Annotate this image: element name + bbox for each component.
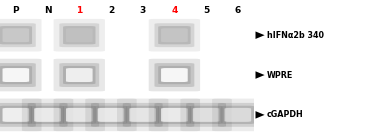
FancyBboxPatch shape <box>0 23 36 47</box>
FancyBboxPatch shape <box>66 68 93 82</box>
FancyBboxPatch shape <box>161 108 188 122</box>
Text: 4: 4 <box>171 6 178 15</box>
FancyBboxPatch shape <box>149 59 200 91</box>
FancyBboxPatch shape <box>180 99 232 131</box>
FancyBboxPatch shape <box>127 106 159 124</box>
FancyBboxPatch shape <box>63 106 96 124</box>
FancyBboxPatch shape <box>0 66 32 84</box>
FancyBboxPatch shape <box>212 99 264 131</box>
Text: WPRE: WPRE <box>267 70 293 80</box>
Text: 2: 2 <box>108 6 114 15</box>
FancyBboxPatch shape <box>0 59 42 91</box>
Text: hIFNα2b 340: hIFNα2b 340 <box>267 31 324 40</box>
Text: 3: 3 <box>139 6 146 15</box>
FancyBboxPatch shape <box>0 99 42 131</box>
FancyBboxPatch shape <box>154 23 194 47</box>
Text: 1: 1 <box>76 6 82 15</box>
Text: 5: 5 <box>203 6 209 15</box>
FancyBboxPatch shape <box>0 19 42 51</box>
FancyBboxPatch shape <box>117 99 168 131</box>
FancyBboxPatch shape <box>91 103 131 127</box>
FancyBboxPatch shape <box>158 106 191 124</box>
Text: P: P <box>12 6 19 15</box>
FancyBboxPatch shape <box>222 106 254 124</box>
FancyBboxPatch shape <box>85 99 137 131</box>
FancyBboxPatch shape <box>154 63 194 87</box>
FancyBboxPatch shape <box>190 106 222 124</box>
FancyBboxPatch shape <box>0 26 32 44</box>
FancyBboxPatch shape <box>0 63 36 87</box>
FancyBboxPatch shape <box>218 103 258 127</box>
FancyBboxPatch shape <box>31 106 64 124</box>
FancyBboxPatch shape <box>123 103 162 127</box>
FancyBboxPatch shape <box>54 59 105 91</box>
FancyBboxPatch shape <box>22 99 73 131</box>
FancyBboxPatch shape <box>59 103 99 127</box>
FancyBboxPatch shape <box>193 108 219 122</box>
FancyBboxPatch shape <box>0 106 32 124</box>
FancyBboxPatch shape <box>63 66 96 84</box>
FancyBboxPatch shape <box>54 99 105 131</box>
FancyBboxPatch shape <box>129 108 156 122</box>
FancyBboxPatch shape <box>95 106 127 124</box>
FancyBboxPatch shape <box>66 108 93 122</box>
FancyBboxPatch shape <box>158 26 191 44</box>
FancyBboxPatch shape <box>154 103 194 127</box>
FancyBboxPatch shape <box>0 103 36 127</box>
FancyBboxPatch shape <box>186 103 226 127</box>
FancyBboxPatch shape <box>3 108 29 122</box>
FancyBboxPatch shape <box>63 26 96 44</box>
FancyBboxPatch shape <box>3 28 29 42</box>
FancyBboxPatch shape <box>158 66 191 84</box>
FancyBboxPatch shape <box>3 68 29 82</box>
FancyBboxPatch shape <box>66 28 93 42</box>
FancyBboxPatch shape <box>98 108 124 122</box>
Text: cGAPDH: cGAPDH <box>267 110 304 119</box>
FancyBboxPatch shape <box>54 19 105 51</box>
FancyBboxPatch shape <box>149 99 200 131</box>
Text: N: N <box>44 6 51 15</box>
FancyBboxPatch shape <box>224 108 251 122</box>
FancyBboxPatch shape <box>161 68 188 82</box>
FancyBboxPatch shape <box>59 23 99 47</box>
FancyBboxPatch shape <box>149 19 200 51</box>
FancyBboxPatch shape <box>59 63 99 87</box>
FancyBboxPatch shape <box>161 28 188 42</box>
FancyBboxPatch shape <box>28 103 68 127</box>
Text: 6: 6 <box>235 6 241 15</box>
FancyBboxPatch shape <box>34 108 61 122</box>
